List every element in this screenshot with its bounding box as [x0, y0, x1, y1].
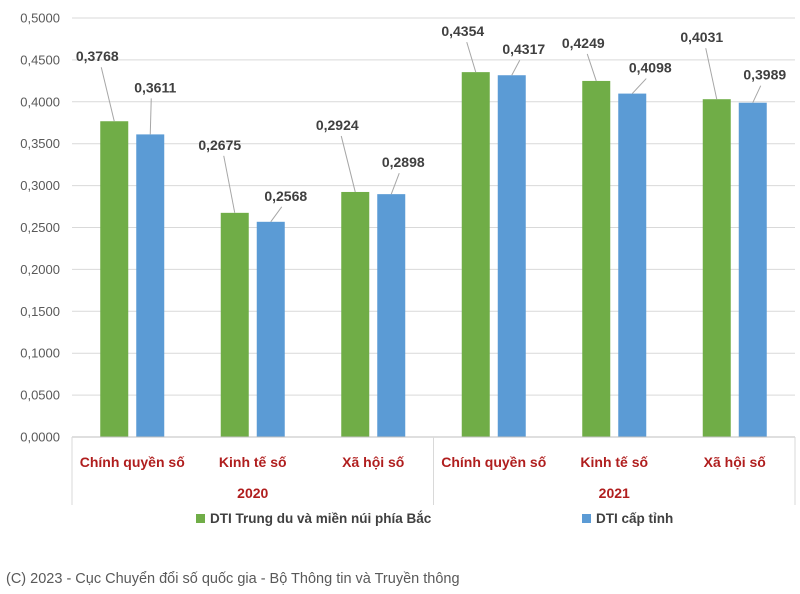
x-category-label: Xã hội số	[342, 454, 405, 470]
legend-swatch	[582, 514, 591, 523]
y-tick-label: 0,0000	[20, 430, 60, 445]
bar-dti-trung-du	[220, 212, 249, 437]
data-label-leader	[466, 41, 477, 73]
x-category-label: Chính quyền số	[441, 454, 546, 470]
x-category-label: Kinh tế số	[580, 454, 648, 470]
x-axis: Chính quyền số Kinh tế số Xã hội số Chính q…	[71, 436, 796, 505]
data-label-leader	[752, 85, 762, 103]
x-category-label: Kinh tế số	[219, 454, 287, 470]
bar-dti-trung-du	[582, 80, 611, 437]
bars	[100, 72, 767, 438]
data-label-leader	[631, 78, 647, 94]
bar-dti-trung-du	[100, 121, 129, 437]
gridlines	[72, 17, 795, 438]
data-label: 0,4098	[629, 60, 672, 76]
y-tick-label: 0,1500	[20, 304, 60, 319]
legend-label: DTI Trung du và miền núi phía Bắc	[210, 511, 432, 526]
x-group-label: 2020	[237, 485, 268, 501]
bar-dti-cap-tinh	[136, 134, 165, 437]
y-tick-label: 0,4500	[20, 52, 60, 67]
data-label: 0,2924	[316, 117, 359, 133]
bar-dti-cap-tinh	[738, 102, 767, 437]
y-tick-label: 0,5000	[20, 11, 60, 26]
data-label-leader	[223, 155, 236, 213]
bar-dti-trung-du	[341, 191, 370, 437]
data-label: 0,3611	[134, 79, 176, 95]
legend-label: DTI cấp tỉnh	[596, 511, 673, 526]
data-label-leader	[340, 135, 356, 193]
y-tick-label: 0,3000	[20, 178, 60, 193]
bar-dti-cap-tinh	[377, 194, 406, 437]
data-label-leader	[511, 60, 521, 76]
bar-dti-cap-tinh	[618, 93, 647, 438]
y-tick-label: 0,0500	[20, 388, 60, 403]
data-label: 0,3989	[743, 67, 786, 83]
bar-dti-cap-tinh	[256, 221, 285, 437]
data-label: 0,3768	[76, 48, 119, 64]
x-category-label: Xã hội số	[704, 454, 767, 470]
data-label-leader	[100, 67, 115, 122]
y-tick-label: 0,4000	[20, 94, 60, 109]
y-tick-label: 0,2000	[20, 262, 60, 277]
legend: DTI Trung du và miền núi phía Bắc DTI cấp…	[196, 511, 673, 526]
data-label: 0,4031	[680, 29, 723, 45]
data-label: 0,2568	[264, 188, 307, 204]
credit-text: (C) 2023 - Cục Chuyển đổi số quốc gia - …	[6, 571, 460, 587]
y-axis-ticks: 0,0000 0,0500 0,1000 0,1500 0,2000 0,2500 0,30…	[20, 11, 60, 445]
data-label: 0,4317	[502, 41, 545, 57]
x-group-label: 2021	[599, 485, 630, 501]
data-label-leader	[149, 98, 152, 135]
y-tick-label: 0,3500	[20, 136, 60, 151]
y-tick-label: 0,1000	[20, 346, 60, 361]
y-tick-label: 0,2500	[20, 220, 60, 235]
bar-dti-cap-tinh	[497, 75, 526, 437]
data-label: 0,2898	[382, 154, 425, 170]
data-label-leader	[705, 48, 718, 100]
data-label-leaders	[100, 41, 762, 223]
bar-dti-trung-du	[702, 99, 731, 437]
data-label-leader	[270, 206, 283, 223]
data-label-leader	[586, 53, 597, 82]
bar-dti-trung-du	[461, 72, 490, 437]
x-category-label: Chính quyền số	[80, 454, 185, 470]
data-label: 0,2675	[198, 137, 241, 153]
data-label-leader	[390, 172, 400, 195]
legend-swatch	[196, 514, 205, 523]
data-labels: 0,3768 0,2675 0,2924 0,4354 0,4249 0,4031 0,36…	[76, 23, 787, 204]
bar-chart: 0,0000 0,0500 0,1000 0,1500 0,2000 0,2500 0,30…	[20, 11, 796, 526]
data-label: 0,4249	[562, 35, 605, 51]
data-label: 0,4354	[441, 23, 484, 39]
